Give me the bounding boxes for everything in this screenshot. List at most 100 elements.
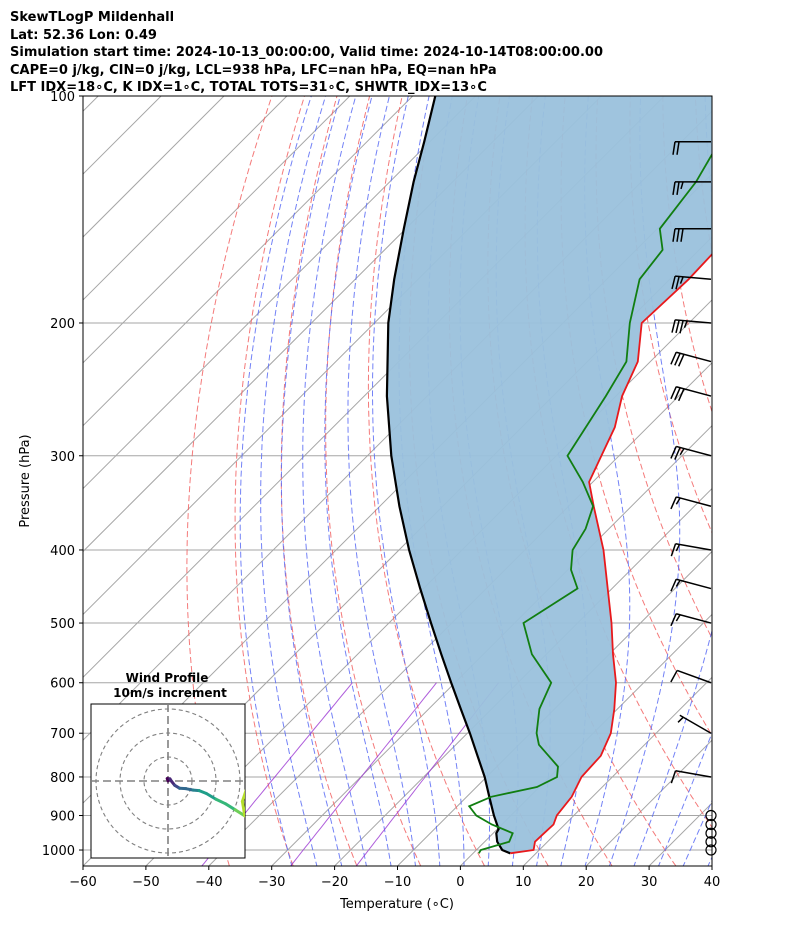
cape-area bbox=[386, 96, 712, 854]
wind-barb bbox=[671, 319, 712, 334]
hodograph-trace bbox=[165, 777, 245, 818]
moist-adiabat-line bbox=[633, 96, 712, 866]
wind-barb-feather bbox=[672, 141, 676, 155]
wind-barb bbox=[670, 769, 712, 784]
hodograph-segment bbox=[214, 797, 228, 806]
x-tick-label: 30 bbox=[641, 875, 658, 890]
wind-barb-feather bbox=[674, 352, 681, 366]
wind-barb-shaft bbox=[676, 612, 712, 624]
wind-barb-feather bbox=[675, 320, 680, 334]
wind-barb-feather bbox=[677, 388, 685, 402]
isotherm-line bbox=[271, 424, 712, 866]
x-tick-label: 20 bbox=[578, 875, 595, 890]
y-tick-label: 400 bbox=[50, 544, 75, 559]
temperature-profile-line bbox=[510, 253, 712, 855]
wind-barb bbox=[670, 578, 712, 592]
moist-adiabat-line bbox=[260, 96, 327, 866]
x-axis-label: Temperature (∘C) bbox=[339, 897, 454, 912]
wind-barb-feather bbox=[670, 670, 678, 683]
moist-adiabat-line bbox=[372, 96, 441, 866]
wind-barb-feather bbox=[680, 181, 684, 190]
hodograph-segment bbox=[204, 791, 218, 801]
cape-cin-fill bbox=[386, 96, 712, 854]
wind-barb bbox=[670, 669, 712, 684]
moist-adiabat-line bbox=[239, 96, 312, 866]
x-tick-label: −60 bbox=[69, 875, 96, 890]
wind-barb-feather bbox=[679, 276, 684, 284]
profile-lines bbox=[385, 96, 712, 855]
dry-adiabat-line bbox=[595, 96, 712, 640]
moist-adiabat-line bbox=[707, 856, 712, 866]
y-tick-label: 500 bbox=[50, 617, 75, 632]
dry-adiabat-line bbox=[629, 96, 712, 534]
moist-adiabat-line bbox=[280, 96, 343, 866]
wind-barb-feather bbox=[670, 446, 677, 459]
wind-barb bbox=[670, 445, 712, 460]
wind-barb-feather bbox=[676, 228, 680, 242]
wind-barb-feather bbox=[676, 141, 680, 155]
x-tick-label: −20 bbox=[321, 875, 348, 890]
wind-barb-feather bbox=[674, 447, 681, 460]
wind-barb bbox=[672, 228, 711, 242]
y-axis-label: Pressure (hPa) bbox=[18, 434, 33, 527]
wind-barb-shaft bbox=[675, 275, 712, 281]
stability-indices-2: LFT IDX=18∘C, K IDX=1∘C, TOTAL TOTS=31∘C… bbox=[10, 80, 487, 95]
wind-barb-feather bbox=[677, 354, 685, 367]
y-axis-ticks: 1000 900 800 700 600 500 400 300 200 100 bbox=[42, 90, 83, 859]
wind-barb-shaft bbox=[676, 386, 712, 397]
mixing-ratio-line bbox=[290, 682, 437, 866]
isotherm-line bbox=[208, 362, 712, 866]
moist-adiabat-line bbox=[608, 96, 681, 866]
wind-barb bbox=[670, 496, 712, 510]
wind-barb-feather bbox=[672, 181, 676, 196]
moist-adiabat-line bbox=[398, 96, 465, 866]
hodograph-segment bbox=[240, 788, 245, 803]
wind-barb-calm bbox=[705, 827, 717, 839]
isotherm-line bbox=[83, 96, 288, 301]
wind-barb-feather bbox=[672, 228, 676, 242]
isotherm-line bbox=[83, 96, 476, 490]
moist-adiabat-line bbox=[302, 96, 368, 866]
wind-barb-feather bbox=[675, 579, 681, 587]
wind-barb-calm bbox=[705, 809, 717, 822]
hodograph-inset: Wind Profile 10m/s increment bbox=[90, 671, 246, 859]
y-tick-label: 700 bbox=[50, 727, 75, 742]
moist-adiabat-line bbox=[347, 96, 417, 866]
wind-barb-feather bbox=[670, 351, 677, 365]
x-axis-ticks: −60 −50 −40 −30 −20 −10 0 10 20 30 40 bbox=[69, 866, 720, 890]
wind-barb-feather bbox=[679, 320, 684, 334]
wind-barb-feather bbox=[680, 228, 684, 242]
wind-barb-feather bbox=[674, 387, 681, 401]
stability-indices-1: CAPE=0 j/kg, CIN=0 j/kg, LCL=938 hPa, LF… bbox=[10, 62, 497, 78]
isotherm-line bbox=[522, 676, 712, 866]
moist-adiabat-line bbox=[324, 96, 392, 866]
y-tick-label: 800 bbox=[50, 771, 75, 786]
moist-adiabat-line bbox=[584, 96, 631, 866]
dry-adiabat-line bbox=[728, 96, 794, 866]
moist-adiabat-line bbox=[657, 731, 712, 866]
dry-adiabat-line bbox=[761, 96, 794, 866]
dry-adiabat-line bbox=[280, 96, 358, 866]
wind-barb-shaft bbox=[676, 669, 712, 684]
y-tick-label: 300 bbox=[50, 450, 75, 465]
chart-title-block: SkewTLogP Mildenhall Lat: 52.36 Lon: 0.4… bbox=[10, 9, 603, 97]
dry-adiabat-line bbox=[662, 96, 712, 414]
wind-barb-feather bbox=[670, 613, 677, 627]
y-tick-label: 600 bbox=[50, 677, 75, 692]
hodograph-segment bbox=[224, 802, 237, 812]
isotherm-line bbox=[83, 96, 225, 238]
wind-barb-shaft bbox=[679, 714, 712, 734]
wind-barb-calm bbox=[705, 836, 717, 848]
y-tick-label: 1000 bbox=[42, 844, 75, 859]
wind-barb-feather bbox=[675, 497, 681, 505]
wind-barb-feather bbox=[671, 275, 676, 290]
hodograph-title: Wind Profile bbox=[126, 671, 209, 685]
isotherm-line bbox=[83, 96, 414, 427]
wind-barb-feather bbox=[671, 319, 676, 333]
wind-barbs bbox=[670, 141, 717, 856]
wind-barb-shaft bbox=[676, 445, 712, 457]
x-tick-label: −30 bbox=[258, 875, 285, 890]
wind-barb-feather bbox=[675, 614, 681, 622]
wind-barb-feather bbox=[670, 386, 677, 400]
wind-barb-shaft bbox=[675, 769, 712, 778]
